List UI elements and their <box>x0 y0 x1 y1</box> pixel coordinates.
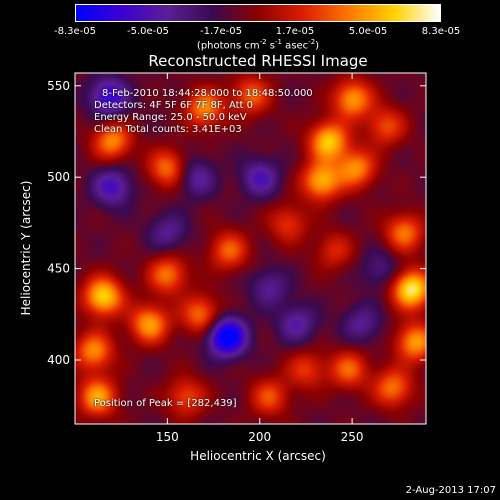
y-tick-label: 500 <box>47 170 70 184</box>
energy-range-annotation: Energy Range: 25.0 - 50.0 keV <box>94 112 247 123</box>
colorbar-tick-label: -1.7e-05 <box>200 26 242 37</box>
timestamp: 2-Aug-2013 17:07 <box>405 485 496 496</box>
y-tick-label: 550 <box>47 79 70 93</box>
heatmap-image <box>75 73 426 424</box>
y-tick-label: 400 <box>47 353 70 367</box>
y-axis-label: Heliocentric Y (arcsec) <box>19 181 33 316</box>
clean-counts-annotation: Clean Total counts: 3.41E+03 <box>94 124 242 135</box>
colorbar-tick-label: 5.0e-05 <box>348 26 388 37</box>
colorbar-unit-label: (photons cm-2 s-1 asec-2) <box>196 38 320 52</box>
plot-frame <box>74 72 427 425</box>
colorbar-tick-label: 8.3e-05 <box>421 26 461 37</box>
colorbar-tick-label: 1.7e-05 <box>275 26 315 37</box>
chart-title: Reconstructed RHESSI Image <box>148 52 368 70</box>
x-tick-label: 150 <box>156 430 179 444</box>
colorbar-tick-label: -8.3e-05 <box>54 26 96 37</box>
colorbar <box>75 4 441 22</box>
peak-position-annotation: Position of Peak = [282,439] <box>94 398 237 409</box>
y-tick-label: 450 <box>47 262 70 276</box>
colorbar-tick-label: -5.0e-05 <box>127 26 169 37</box>
x-tick-label: 200 <box>248 430 271 444</box>
x-axis-label: Heliocentric X (arcsec) <box>190 449 326 463</box>
axis-ticks: 150 200 250 400 450 500 550 <box>47 73 426 444</box>
time-range-annotation: 8-Feb-2010 18:44:28.000 to 18:48:50.000 <box>102 88 313 99</box>
x-tick-label: 250 <box>341 430 364 444</box>
detectors-annotation: Detectors: 4F 5F 6F 7F 8F, Att 0 <box>94 100 254 111</box>
